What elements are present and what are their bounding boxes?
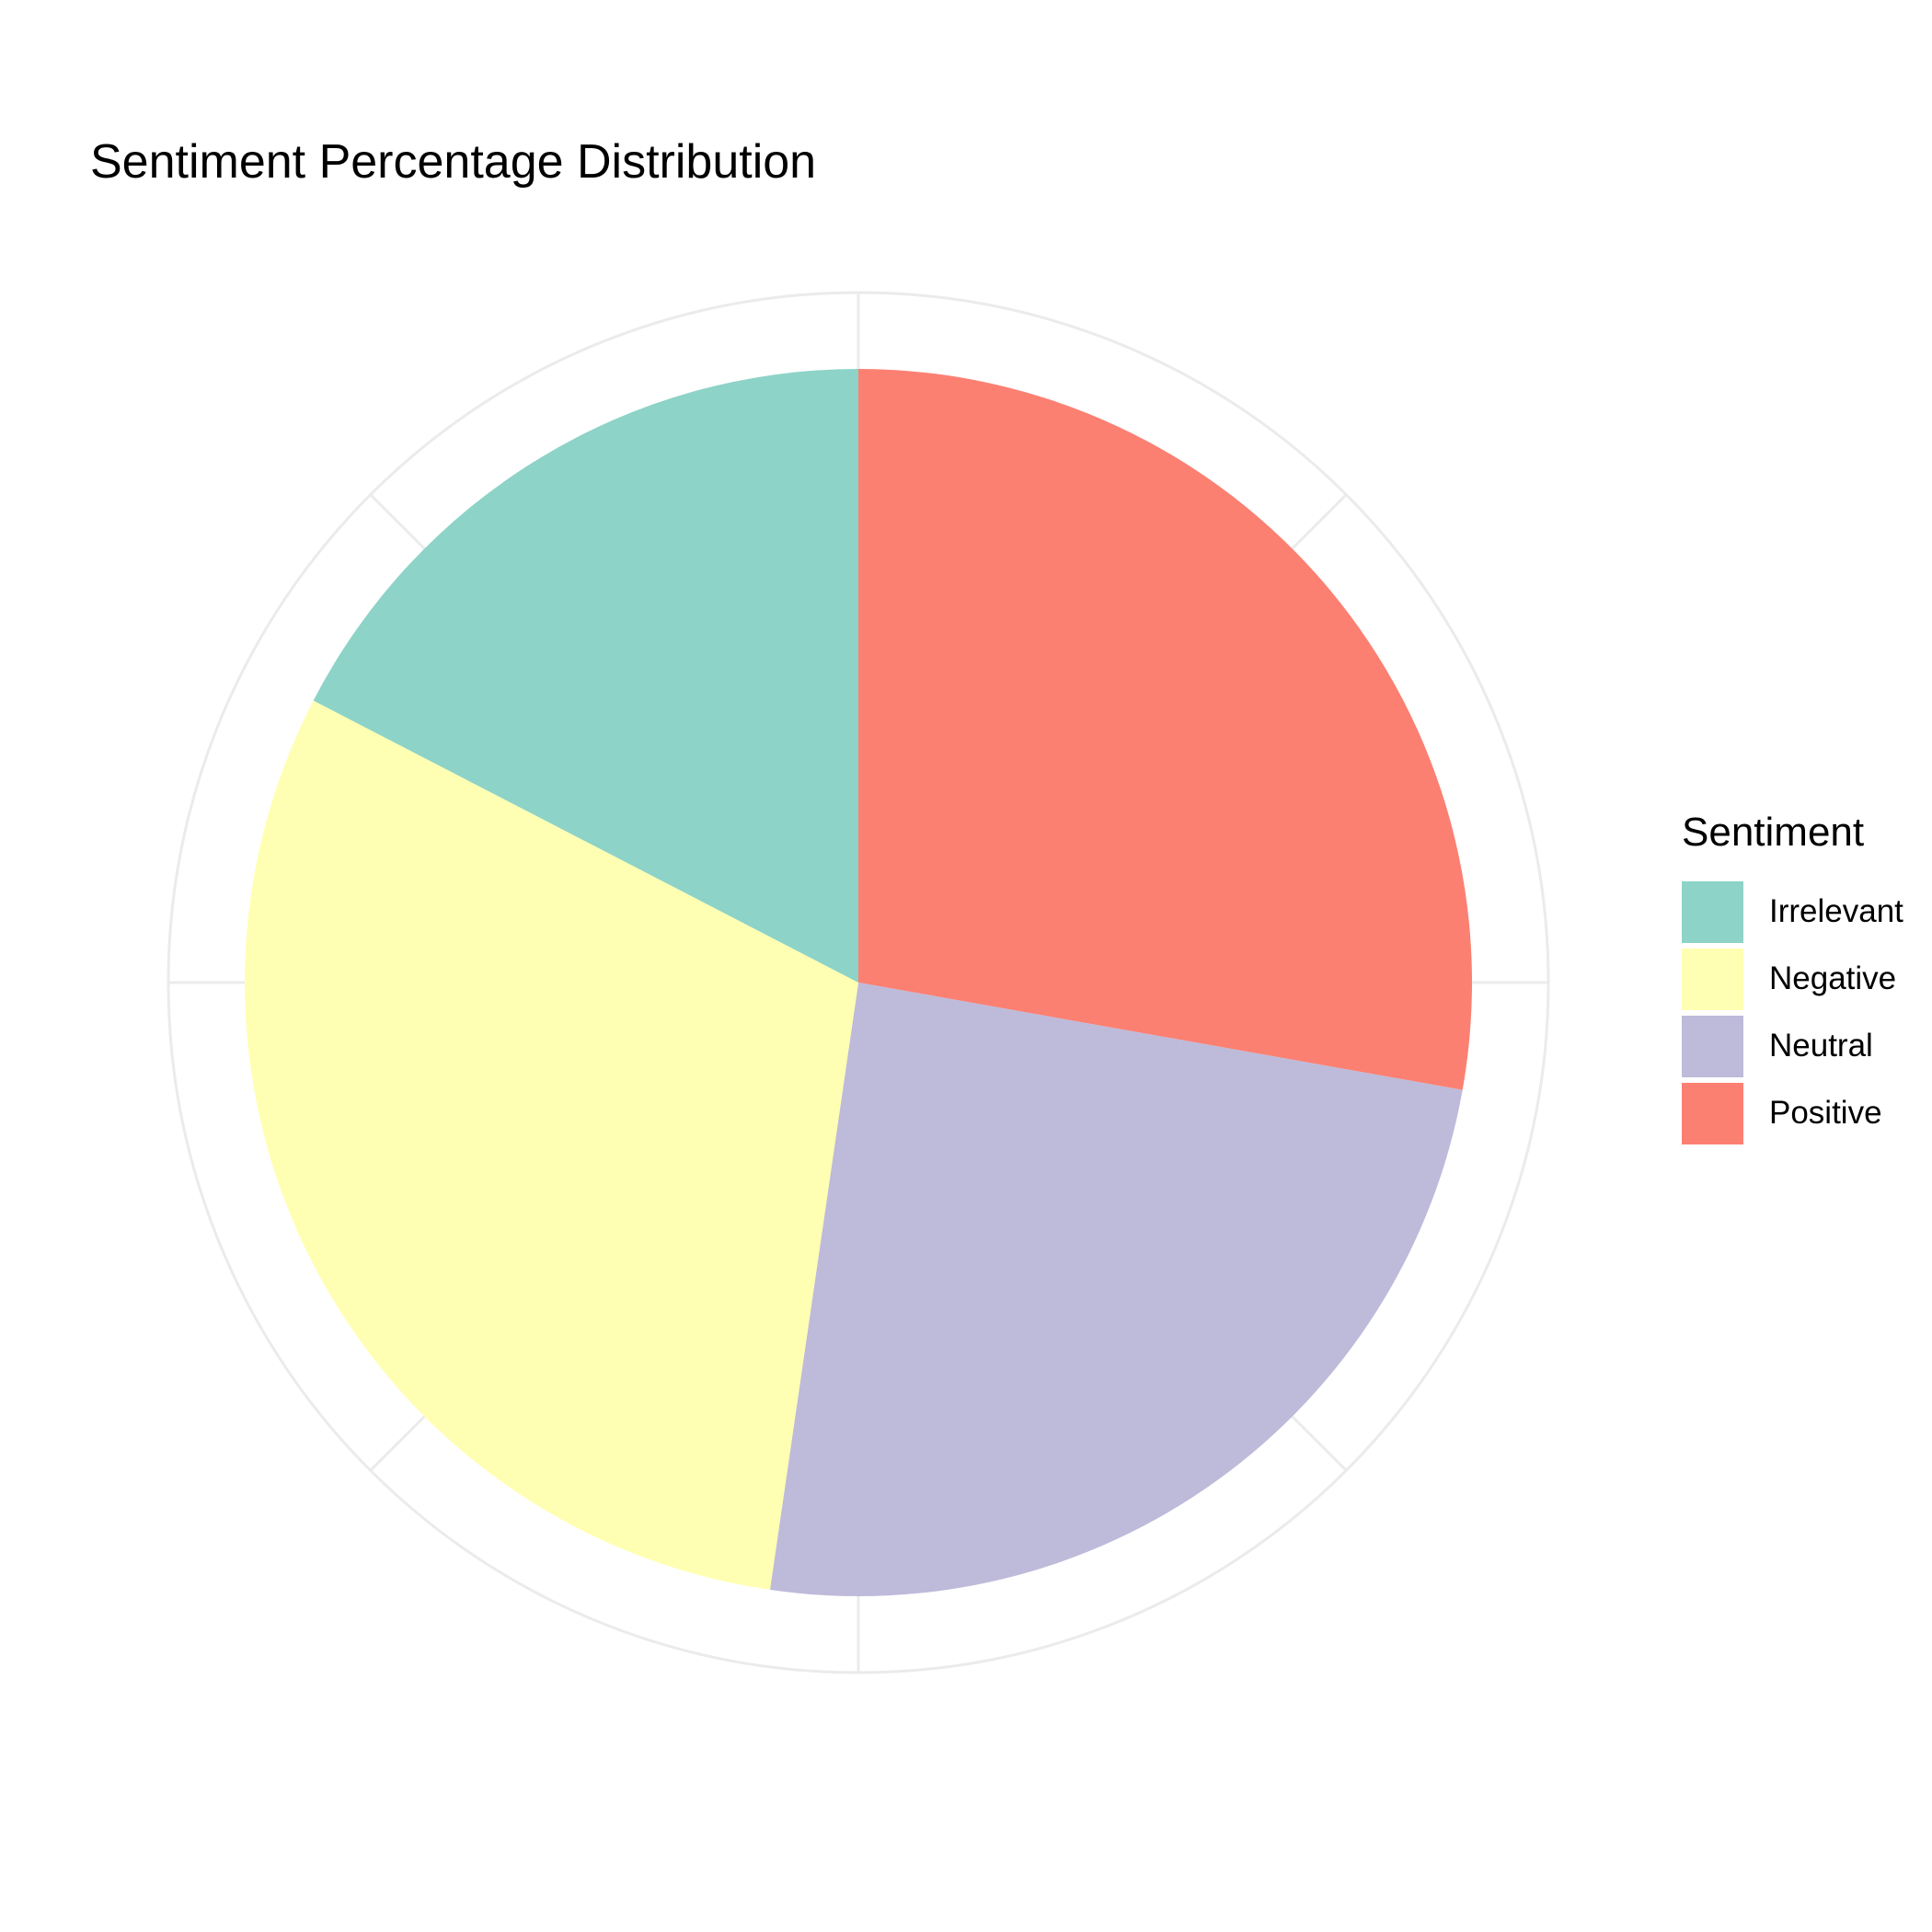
legend-swatch <box>1682 948 1743 1010</box>
legend-item-irrelevant: Irrelevant <box>1682 879 1903 945</box>
legend-swatch <box>1682 880 1743 943</box>
grid-spoke <box>1291 493 1348 550</box>
legend-swatch <box>1682 1082 1743 1144</box>
legend-label: Negative <box>1769 960 1897 996</box>
legend: Sentiment Irrelevant Negative Neutral Posit… <box>1682 812 1903 1147</box>
polar-grid <box>167 291 1550 1674</box>
grid-spoke <box>369 1415 426 1472</box>
pie-slice-positive <box>858 369 1473 1090</box>
legend-label: Neutral <box>1769 1028 1873 1064</box>
pie-slices <box>244 369 1473 1596</box>
legend-item-neutral: Neutral <box>1682 1013 1903 1079</box>
legend-label: Positive <box>1769 1095 1882 1131</box>
legend-label: Irrelevant <box>1769 893 1903 929</box>
legend-items: Irrelevant Negative Neutral Positive <box>1682 879 1903 1146</box>
pie-slice-irrelevant <box>313 369 858 983</box>
legend-swatch <box>1682 1015 1743 1077</box>
legend-title: Sentiment <box>1682 810 1865 855</box>
chart-title: Sentiment Percentage Distribution <box>90 135 817 189</box>
grid-spoke <box>1291 1415 1348 1472</box>
legend-item-positive: Positive <box>1682 1080 1903 1146</box>
pie-slice-neutral <box>769 983 1463 1596</box>
legend-item-negative: Negative <box>1682 946 1903 1012</box>
pie-slice-negative <box>244 700 858 1591</box>
grid-spoke <box>369 493 426 550</box>
